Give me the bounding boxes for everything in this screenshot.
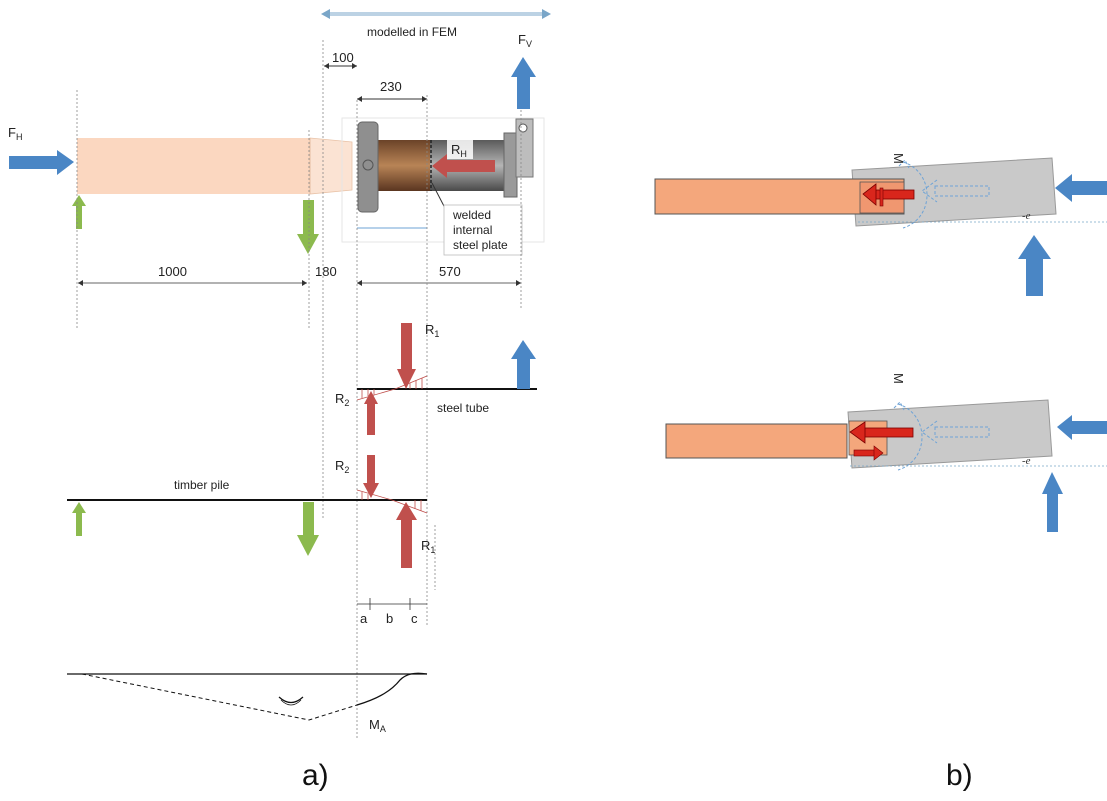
dim-lower-arrows xyxy=(78,280,521,286)
timber-pile-fbd xyxy=(67,455,428,568)
caption-a: a) xyxy=(302,759,329,792)
plate-label-3: steel plate xyxy=(453,238,508,252)
dim-570-label: 570 xyxy=(439,264,461,279)
panel-b-upper: M -e xyxy=(654,153,1107,296)
rh-arrow xyxy=(432,154,495,178)
caption-b: b) xyxy=(946,759,973,792)
fv-arrow xyxy=(511,57,536,109)
segment-c-label: c xyxy=(411,611,418,626)
panel-b-lower: M -e xyxy=(665,373,1107,532)
modelled-in-fem-label: modelled in FEM xyxy=(367,25,457,39)
support-down-arrow-top xyxy=(297,200,319,254)
plate-callout xyxy=(431,182,523,256)
plate-label-2: internal xyxy=(453,223,492,237)
dim-180-label: 180 xyxy=(315,264,337,279)
ma-label: MA xyxy=(369,717,386,734)
moment-diagram xyxy=(67,672,428,721)
fh-label: FH xyxy=(8,125,22,142)
dim-100-label: 100 xyxy=(332,50,354,65)
rh-label: RH xyxy=(451,142,467,159)
steel-tube-fbd xyxy=(356,323,537,435)
segment-dimensions xyxy=(357,598,427,610)
timber-pile-taper xyxy=(309,137,353,195)
steel-r2-label: R2 xyxy=(335,391,349,408)
reference-lines xyxy=(76,40,522,740)
dim-230-label: 230 xyxy=(380,79,402,94)
panel-a-top: modelled in FEM 100 230 FV FH xyxy=(8,9,551,286)
fv-label: FV xyxy=(518,32,532,49)
fem-span-arrow xyxy=(321,9,551,19)
support-up-arrow-top xyxy=(72,195,86,229)
steel-r1-label: R1 xyxy=(425,322,439,339)
timber-pile-body xyxy=(77,138,310,194)
plate-label-1: welded xyxy=(452,208,491,222)
dim-1000-label: 1000 xyxy=(158,264,187,279)
upper-m-label: M xyxy=(891,153,906,164)
svg-text:-e: -e xyxy=(1022,210,1031,222)
timber-r2-label: R2 xyxy=(335,458,349,475)
lower-m-label: M xyxy=(891,373,906,384)
dim-230-arrow xyxy=(357,96,427,102)
dim-100-arrow xyxy=(324,63,357,69)
segment-b-label: b xyxy=(386,611,393,626)
svg-text:-e: -e xyxy=(1022,455,1031,467)
steel-tube-label: steel tube xyxy=(437,401,489,415)
timber-r1-label: R1 xyxy=(421,538,435,555)
fh-arrow xyxy=(9,150,74,175)
segment-a-label: a xyxy=(360,611,368,626)
timber-pile-label: timber pile xyxy=(174,478,230,492)
